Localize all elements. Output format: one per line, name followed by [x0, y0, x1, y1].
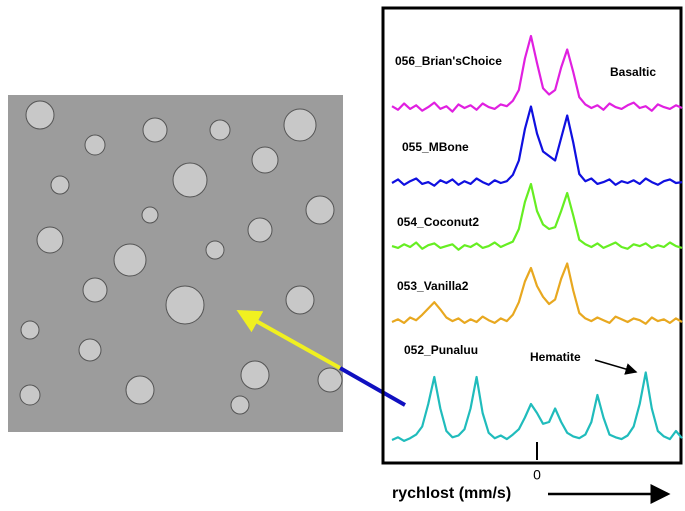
series-label: 056_Brian'sChoice [395, 54, 502, 68]
x-axis-label: rychlost (mm/s) [392, 485, 511, 502]
series-label: 052_Punaluu [404, 343, 478, 357]
series-label: 054_Coconut2 [397, 215, 479, 229]
page: rychlost (mm/s) Basaltic Hematite 0 056_B… [0, 0, 685, 506]
pointer-line [340, 368, 405, 405]
spectrum-line [392, 373, 682, 441]
series-label: 053_Vanilla2 [397, 279, 469, 293]
photo [8, 95, 343, 432]
series-label: 055_MBone [402, 140, 469, 154]
figure: rychlost (mm/s) Basaltic Hematite 0 056_B… [0, 0, 685, 506]
annotation-arrow [595, 360, 636, 372]
annotation: Basaltic [610, 65, 656, 79]
x-tick-label: 0 [533, 467, 541, 483]
spectrum-line [392, 264, 682, 324]
annotation: Hematite [530, 350, 581, 364]
